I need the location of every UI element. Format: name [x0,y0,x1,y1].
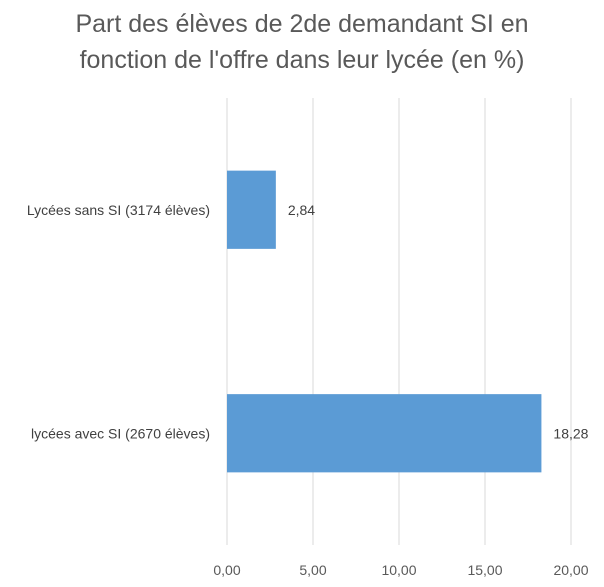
x-tick-label: 20,00 [553,562,588,578]
category-label: Lycées sans SI (3174 élèves) [27,202,210,218]
bars [227,170,542,473]
labels: 0,00 5,00 10,00 15,00 20,00 Lycées sans SI (3… [27,202,589,578]
x-tick-label: 15,00 [467,562,502,578]
chart-title: Part des élèves de 2de demandant SI en f… [75,10,529,74]
gridlines [226,98,572,545]
category-label: lycées avec SI (2670 élèves) [31,425,210,441]
bar [227,170,276,249]
x-tick-label: 5,00 [299,562,326,578]
bar [227,394,542,473]
data-label: 18,28 [553,425,588,441]
x-tick-label: 0,00 [213,562,240,578]
x-tick-label: 10,00 [381,562,416,578]
data-label: 2,84 [288,202,315,218]
